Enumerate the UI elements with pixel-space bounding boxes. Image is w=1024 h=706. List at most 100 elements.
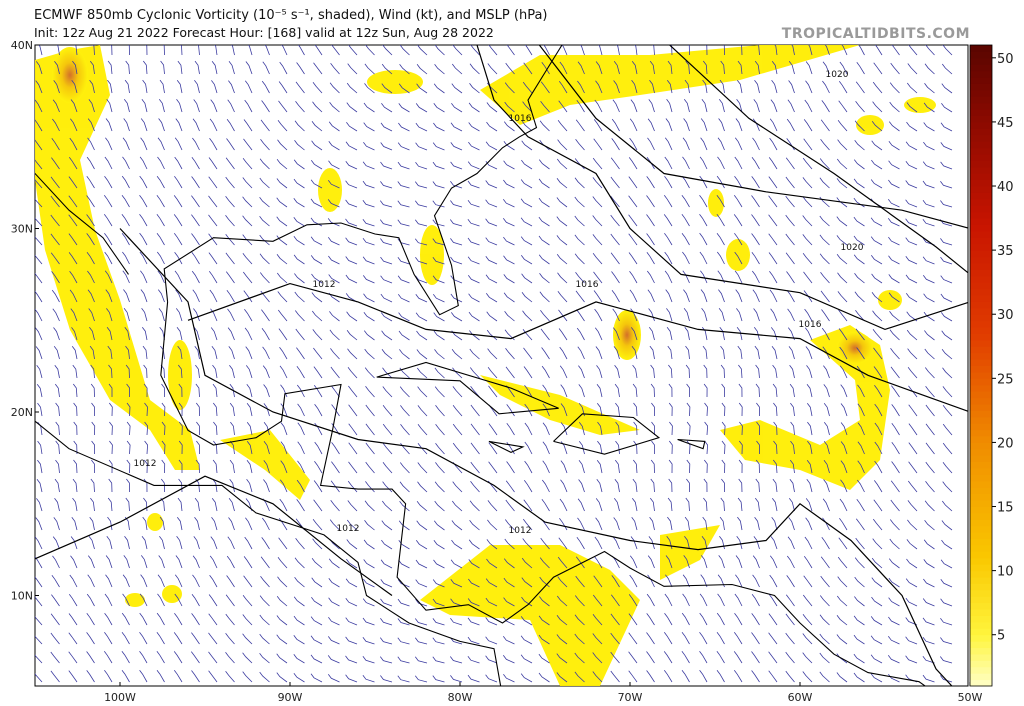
wind-barb xyxy=(347,367,358,379)
wind-barb xyxy=(664,156,673,170)
colorbar-segment xyxy=(970,141,992,149)
wind-barb xyxy=(717,156,725,170)
wind-barb xyxy=(276,634,288,645)
colorbar-segment xyxy=(970,423,992,431)
wind-barb xyxy=(559,498,568,512)
wind-barb xyxy=(738,383,743,398)
wind-barb xyxy=(467,161,480,170)
wind-barb xyxy=(433,312,445,322)
wind-barb xyxy=(872,329,883,341)
wind-barb xyxy=(470,45,480,56)
wind-barb xyxy=(905,274,918,284)
wind-barb xyxy=(578,403,585,417)
wind-barb xyxy=(88,308,95,322)
wind-barb xyxy=(770,99,778,113)
wind-barb xyxy=(612,536,620,550)
wind-barb xyxy=(855,81,865,94)
wind-barb xyxy=(888,597,900,607)
wind-barb xyxy=(89,327,95,341)
wind-barb xyxy=(414,637,428,645)
colorbar-label: 45 xyxy=(997,116,1014,131)
wind-barb xyxy=(397,161,410,170)
wind-barb xyxy=(820,119,830,132)
wind-barb xyxy=(577,346,585,360)
wind-barb xyxy=(417,424,428,436)
wind-barb xyxy=(733,651,743,664)
wind-barb xyxy=(560,441,568,455)
colorbar-segment xyxy=(970,243,992,251)
wind-barb xyxy=(874,45,883,56)
wind-barb xyxy=(805,80,813,94)
wind-barb xyxy=(925,45,935,56)
wind-barb xyxy=(121,669,130,683)
wind-barb xyxy=(596,402,603,417)
wind-barb xyxy=(854,557,865,569)
wind-barb xyxy=(887,198,900,208)
wind-barb xyxy=(414,200,428,208)
wind-barb xyxy=(663,651,673,664)
wind-barb xyxy=(857,441,865,455)
coastline xyxy=(35,420,502,686)
wind-barb xyxy=(502,655,515,664)
wind-barb xyxy=(261,309,270,322)
wind-barb xyxy=(646,651,655,664)
wind-barb xyxy=(38,45,43,56)
wind-barb xyxy=(485,256,498,265)
wind-barb xyxy=(487,348,498,360)
wind-barb xyxy=(310,654,323,664)
wind-barb xyxy=(310,616,323,626)
wind-barb xyxy=(416,64,428,75)
wind-barb xyxy=(485,636,498,645)
wind-barb xyxy=(612,99,620,113)
wind-barb xyxy=(891,442,900,455)
wind-barb xyxy=(242,215,253,227)
wind-barb xyxy=(280,384,288,398)
colorbar-segment xyxy=(970,160,992,168)
vorticity-area xyxy=(168,340,192,410)
wind-barb xyxy=(143,383,148,398)
wind-barb xyxy=(805,346,813,360)
wind-barb xyxy=(433,122,445,132)
wind-barb xyxy=(925,423,935,436)
wind-barb xyxy=(702,516,708,531)
wind-barb xyxy=(433,103,445,113)
wind-barb xyxy=(381,102,393,113)
wind-barb xyxy=(156,651,165,664)
wind-barb xyxy=(504,311,515,322)
wind-barb xyxy=(785,252,795,265)
wind-barb xyxy=(435,405,445,417)
wind-barb xyxy=(36,498,43,512)
wind-barb xyxy=(807,440,813,455)
wind-barb xyxy=(922,199,935,208)
wind-barb xyxy=(721,440,726,455)
wind-barb xyxy=(854,120,865,132)
wind-barb xyxy=(35,61,43,75)
wind-barb xyxy=(432,618,445,626)
wind-barb xyxy=(837,272,848,284)
colorbar-segment xyxy=(970,634,992,642)
wind-barb xyxy=(889,329,900,341)
wind-barb xyxy=(650,459,655,474)
wind-barb xyxy=(71,345,78,360)
wind-barb xyxy=(853,634,865,645)
wind-barb xyxy=(142,79,148,94)
wind-barb xyxy=(173,651,183,664)
wind-barb xyxy=(190,651,200,664)
wind-barb xyxy=(907,348,918,360)
wind-barb xyxy=(576,100,585,113)
wind-barb xyxy=(486,102,498,113)
wind-barb xyxy=(540,537,550,550)
wind-barb xyxy=(838,309,848,322)
wind-barb xyxy=(158,555,165,569)
wind-barb xyxy=(872,101,883,113)
wind-barb xyxy=(734,137,743,151)
wind-barb xyxy=(107,79,113,94)
wind-barb xyxy=(785,613,795,626)
wind-barb xyxy=(836,158,848,170)
wind-barb xyxy=(468,141,480,151)
wind-barb xyxy=(802,215,813,227)
wind-barb xyxy=(733,214,743,227)
wind-barb xyxy=(890,499,900,512)
wind-barb xyxy=(666,79,673,94)
wind-barb xyxy=(786,575,795,588)
